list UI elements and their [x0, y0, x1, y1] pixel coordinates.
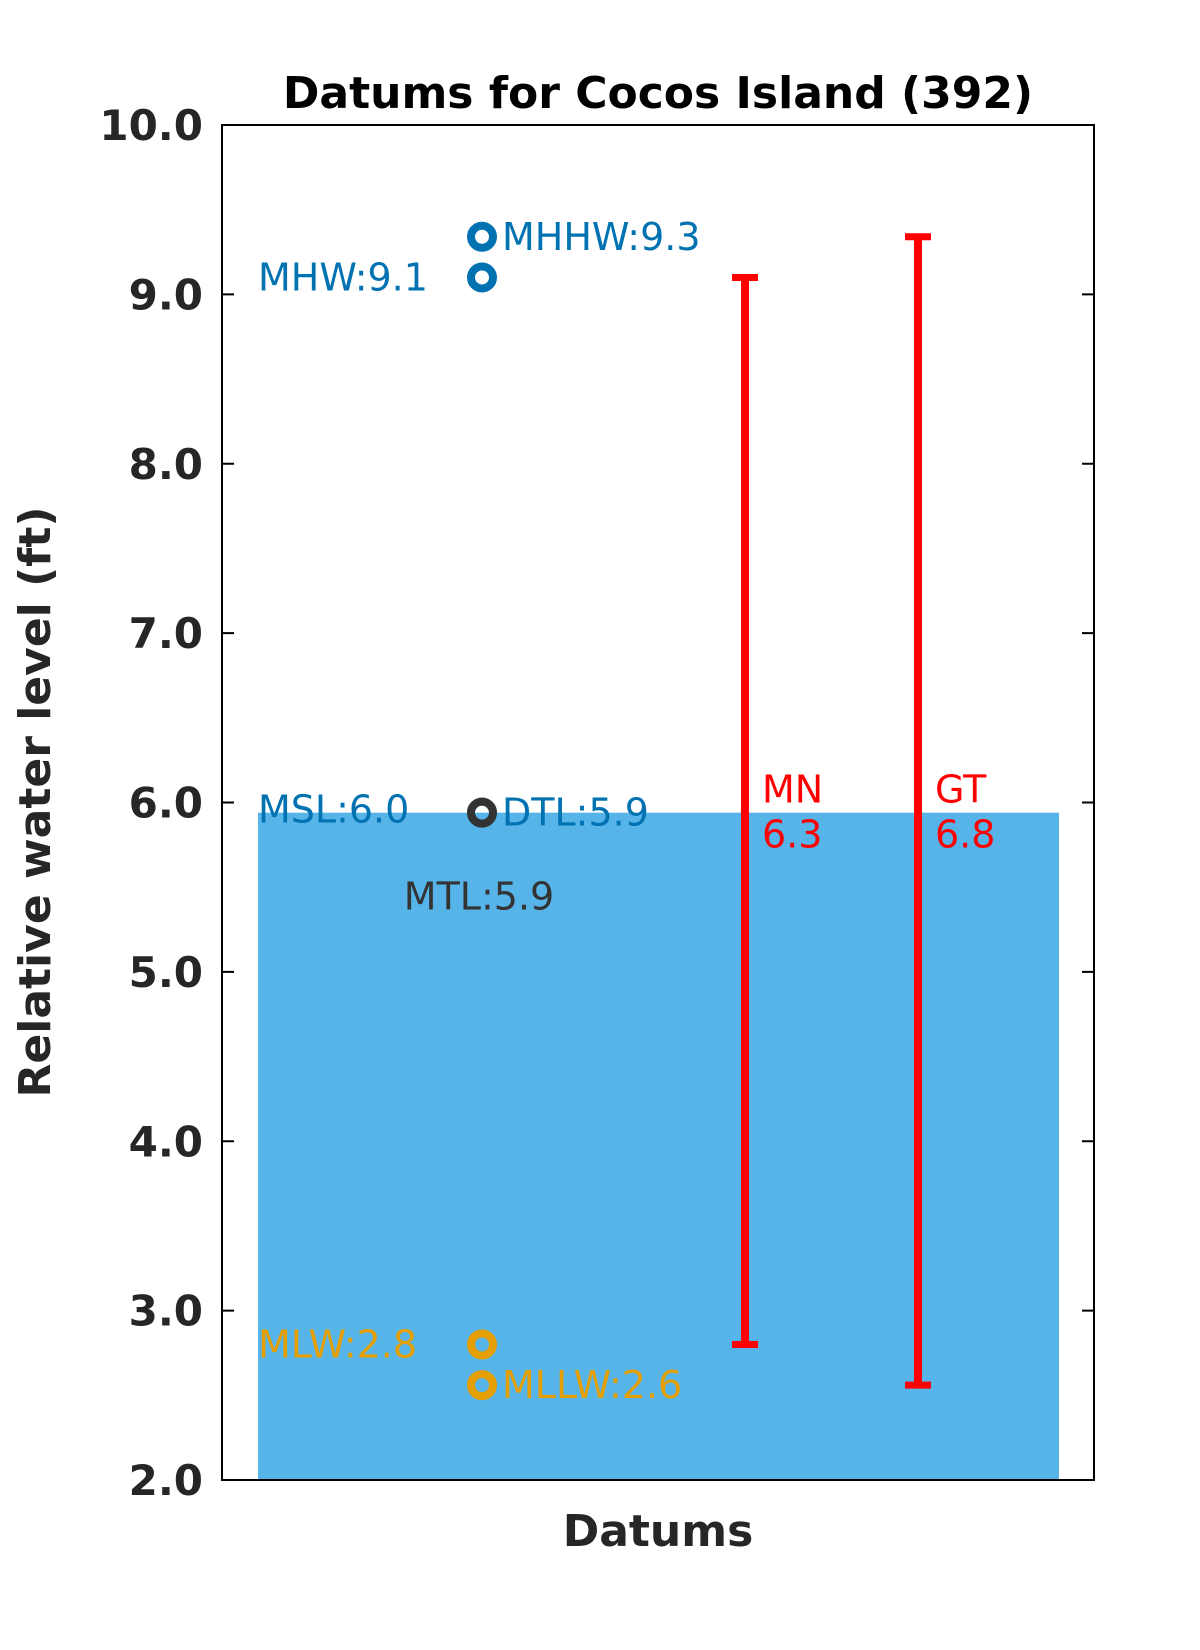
y-tick-label: 7.0: [129, 609, 203, 658]
gt-range-name: GT: [935, 768, 987, 812]
mhw-marker: [467, 262, 497, 293]
mlw-label: MLW:2.8: [258, 1323, 417, 1367]
mllw-label: MLLW:2.6: [502, 1363, 682, 1407]
chart-title: Datums for Cocos Island (392): [283, 68, 1033, 119]
mhhw-label: MHHW:9.3: [502, 215, 701, 259]
msl-label: MSL:6.0: [258, 787, 409, 831]
y-tick-label: 4.0: [129, 1117, 203, 1166]
mhhw-marker: [467, 221, 497, 252]
x-axis-label: Datums: [563, 1506, 754, 1557]
y-tick-label: 9.0: [129, 270, 203, 319]
range-layer: MN6.3 GT6.8: [732, 233, 995, 1389]
y-tick-label: 6.0: [129, 779, 203, 828]
marker-layer: MHHW:9.3 MHW:9.1 MSL:6.0 DTL:5.9 MTL:5.9 MLW:…: [258, 215, 701, 1407]
gt-range-value: 6.8: [935, 813, 995, 857]
mhw-label: MHW:9.1: [258, 255, 428, 299]
dtl-label: DTL:5.9: [502, 791, 649, 835]
mllw-marker: [467, 1370, 497, 1401]
y-axis-label: Relative water level (ft): [10, 507, 61, 1098]
mlw-marker: [467, 1329, 497, 1360]
bar-layer: [258, 812, 1059, 1480]
mtl-marker-overlay: [467, 798, 497, 828]
mn-range-name: MN: [762, 768, 823, 812]
tick-layer: 2.0 3.0 4.0 5.0 6.0 7.0 8.0 9.0 10.0: [99, 101, 1094, 1505]
y-tick-label: 8.0: [129, 440, 203, 489]
y-tick-label: 3.0: [129, 1287, 203, 1336]
msl-bar: [258, 812, 1059, 1480]
y-tick-label: 10.0: [99, 101, 203, 150]
y-tick-label: 2.0: [129, 1456, 203, 1505]
y-tick-label: 5.0: [129, 948, 203, 997]
mn-range-value: 6.3: [762, 813, 822, 857]
mtl-label: MTL:5.9: [404, 875, 554, 919]
